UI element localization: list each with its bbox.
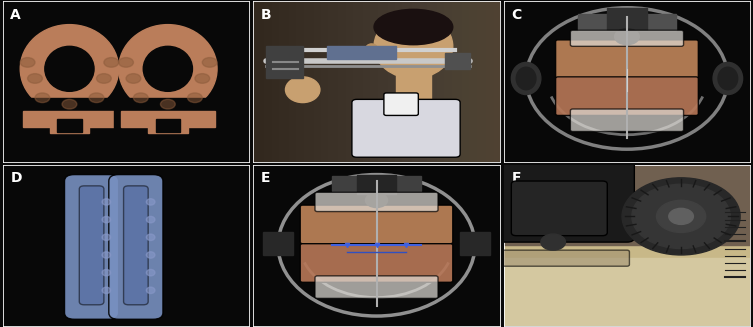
Bar bbox=[121, 111, 215, 127]
Text: D: D bbox=[11, 171, 22, 185]
Bar bbox=[328, 46, 396, 59]
Bar bbox=[357, 175, 396, 194]
Bar bbox=[148, 117, 187, 133]
Bar bbox=[23, 111, 116, 127]
Ellipse shape bbox=[713, 62, 742, 95]
Ellipse shape bbox=[96, 74, 111, 83]
Ellipse shape bbox=[35, 93, 50, 103]
Bar bbox=[396, 66, 431, 106]
Ellipse shape bbox=[146, 287, 155, 294]
Ellipse shape bbox=[20, 25, 119, 113]
Circle shape bbox=[622, 178, 740, 255]
Text: B: B bbox=[261, 8, 272, 22]
Ellipse shape bbox=[374, 14, 453, 78]
Ellipse shape bbox=[203, 58, 217, 67]
Ellipse shape bbox=[146, 234, 155, 240]
Bar bbox=[607, 8, 647, 30]
Ellipse shape bbox=[160, 99, 175, 109]
Bar bbox=[114, 98, 222, 154]
Ellipse shape bbox=[102, 216, 111, 223]
Circle shape bbox=[669, 208, 694, 224]
Bar bbox=[266, 46, 303, 78]
Ellipse shape bbox=[718, 67, 738, 90]
Bar bbox=[504, 258, 750, 326]
FancyBboxPatch shape bbox=[484, 152, 634, 242]
Ellipse shape bbox=[285, 77, 320, 103]
FancyBboxPatch shape bbox=[384, 93, 419, 115]
Ellipse shape bbox=[102, 287, 111, 294]
FancyBboxPatch shape bbox=[556, 40, 698, 78]
Bar bbox=[460, 232, 489, 255]
FancyBboxPatch shape bbox=[315, 276, 438, 298]
FancyBboxPatch shape bbox=[123, 186, 148, 305]
Ellipse shape bbox=[133, 93, 148, 103]
Circle shape bbox=[365, 193, 388, 208]
Ellipse shape bbox=[102, 252, 111, 258]
Ellipse shape bbox=[62, 99, 77, 109]
Bar bbox=[445, 53, 470, 69]
Bar bbox=[50, 117, 89, 133]
Ellipse shape bbox=[20, 58, 35, 67]
FancyBboxPatch shape bbox=[315, 192, 438, 212]
Ellipse shape bbox=[511, 62, 541, 95]
Ellipse shape bbox=[89, 93, 104, 103]
Ellipse shape bbox=[146, 216, 155, 223]
Text: C: C bbox=[511, 8, 522, 22]
Bar bbox=[504, 165, 750, 245]
Text: E: E bbox=[261, 171, 270, 185]
Bar bbox=[332, 176, 421, 191]
Bar bbox=[578, 14, 676, 30]
Circle shape bbox=[657, 200, 706, 232]
FancyBboxPatch shape bbox=[501, 250, 630, 266]
FancyBboxPatch shape bbox=[570, 109, 684, 131]
Ellipse shape bbox=[119, 25, 217, 113]
FancyBboxPatch shape bbox=[300, 244, 453, 282]
Ellipse shape bbox=[365, 44, 378, 55]
FancyBboxPatch shape bbox=[570, 30, 684, 46]
Ellipse shape bbox=[374, 9, 453, 45]
Circle shape bbox=[632, 184, 730, 249]
Ellipse shape bbox=[102, 269, 111, 276]
FancyBboxPatch shape bbox=[65, 175, 119, 319]
Bar bbox=[57, 119, 82, 131]
Ellipse shape bbox=[45, 46, 94, 91]
FancyBboxPatch shape bbox=[352, 99, 460, 157]
Ellipse shape bbox=[195, 74, 209, 83]
Bar bbox=[264, 232, 293, 255]
Ellipse shape bbox=[146, 269, 155, 276]
Ellipse shape bbox=[146, 199, 155, 205]
Ellipse shape bbox=[104, 58, 119, 67]
FancyBboxPatch shape bbox=[511, 181, 607, 236]
FancyBboxPatch shape bbox=[556, 77, 698, 115]
Circle shape bbox=[614, 29, 639, 45]
Ellipse shape bbox=[146, 252, 155, 258]
Ellipse shape bbox=[126, 74, 141, 83]
FancyBboxPatch shape bbox=[79, 186, 104, 305]
Ellipse shape bbox=[102, 199, 111, 205]
FancyBboxPatch shape bbox=[109, 175, 163, 319]
Ellipse shape bbox=[102, 234, 111, 240]
FancyBboxPatch shape bbox=[300, 205, 453, 244]
Bar bbox=[156, 119, 180, 131]
Ellipse shape bbox=[187, 93, 203, 103]
Ellipse shape bbox=[517, 67, 536, 90]
Text: F: F bbox=[511, 171, 521, 185]
Bar bbox=[504, 245, 750, 326]
Ellipse shape bbox=[119, 58, 133, 67]
Ellipse shape bbox=[28, 74, 42, 83]
Circle shape bbox=[541, 234, 566, 250]
Text: A: A bbox=[11, 8, 21, 22]
Ellipse shape bbox=[143, 46, 193, 91]
Bar bbox=[15, 98, 123, 154]
